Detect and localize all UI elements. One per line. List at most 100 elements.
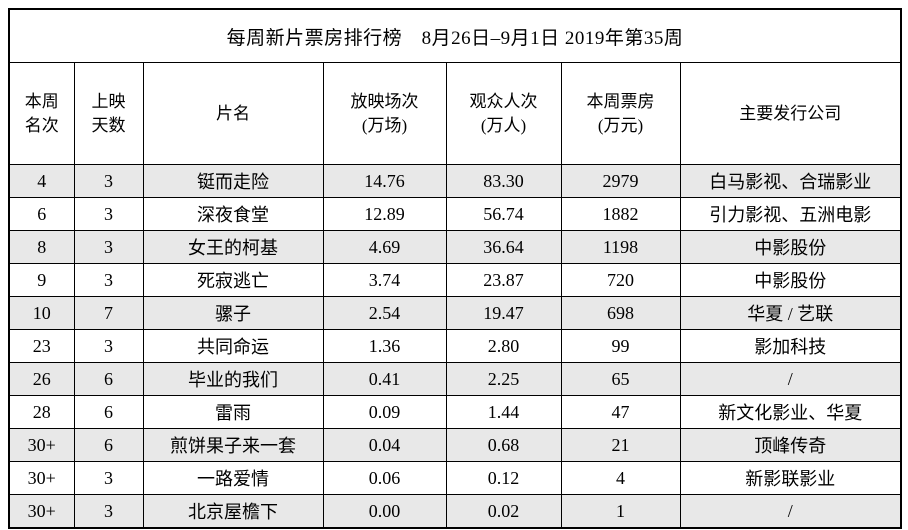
cell-screenings: 0.06	[322, 461, 447, 495]
cell-admissions: 0.02	[445, 494, 562, 529]
cell-rank: 30+	[8, 428, 75, 462]
cell-rank: 10	[8, 296, 75, 330]
cell-film: 一路爱情	[142, 461, 324, 495]
cell-film: 雷雨	[142, 395, 324, 429]
cell-film: 骡子	[142, 296, 324, 330]
header-screenings: 放映场次 (万场)	[322, 62, 447, 165]
cell-screenings: 14.76	[322, 164, 447, 198]
cell-film: 铤而走险	[142, 164, 324, 198]
table-row: 30+ 3 北京屋檐下 0.00 0.02 1 /	[8, 494, 902, 529]
cell-screenings: 2.54	[322, 296, 447, 330]
cell-distributor: 中影股份	[679, 263, 902, 297]
cell-days: 7	[73, 296, 144, 330]
cell-box-office: 21	[560, 428, 681, 462]
cell-film: 死寂逃亡	[142, 263, 324, 297]
cell-distributor: /	[679, 362, 902, 396]
cell-screenings: 3.74	[322, 263, 447, 297]
header-box-office: 本周票房 (万元)	[560, 62, 681, 165]
cell-admissions: 19.47	[445, 296, 562, 330]
table-row: 10 7 骡子 2.54 19.47 698 华夏 / 艺联	[8, 296, 902, 330]
cell-box-office: 99	[560, 329, 681, 363]
cell-admissions: 2.80	[445, 329, 562, 363]
cell-days: 3	[73, 461, 144, 495]
cell-days: 3	[73, 230, 144, 264]
cell-distributor: 引力影视、五洲电影	[679, 197, 902, 231]
cell-distributor: 华夏 / 艺联	[679, 296, 902, 330]
cell-days: 3	[73, 494, 144, 529]
table-row: 30+ 3 一路爱情 0.06 0.12 4 新影联影业	[8, 461, 902, 495]
cell-screenings: 0.04	[322, 428, 447, 462]
cell-distributor: /	[679, 494, 902, 529]
cell-days: 6	[73, 428, 144, 462]
table-title: 每周新片票房排行榜 8月26日–9月1日 2019年第35周	[8, 8, 902, 63]
cell-film: 女王的柯基	[142, 230, 324, 264]
cell-distributor: 新文化影业、华夏	[679, 395, 902, 429]
cell-days: 3	[73, 263, 144, 297]
cell-box-office: 65	[560, 362, 681, 396]
cell-distributor: 新影联影业	[679, 461, 902, 495]
cell-box-office: 47	[560, 395, 681, 429]
table-row: 23 3 共同命运 1.36 2.80 99 影加科技	[8, 329, 902, 363]
cell-admissions: 0.12	[445, 461, 562, 495]
header-film: 片名	[142, 62, 324, 165]
cell-days: 3	[73, 329, 144, 363]
cell-box-office: 720	[560, 263, 681, 297]
cell-distributor: 影加科技	[679, 329, 902, 363]
table-row: 30+ 6 煎饼果子来一套 0.04 0.68 21 顶峰传奇	[8, 428, 902, 462]
cell-screenings: 4.69	[322, 230, 447, 264]
cell-rank: 8	[8, 230, 75, 264]
table-row: 6 3 深夜食堂 12.89 56.74 1882 引力影视、五洲电影	[8, 197, 902, 231]
cell-days: 6	[73, 362, 144, 396]
header-days: 上映 天数	[73, 62, 144, 165]
cell-admissions: 1.44	[445, 395, 562, 429]
cell-admissions: 56.74	[445, 197, 562, 231]
table-row: 9 3 死寂逃亡 3.74 23.87 720 中影股份	[8, 263, 902, 297]
header-admissions: 观众人次 (万人)	[445, 62, 562, 165]
header-rank: 本周 名次	[8, 62, 75, 165]
cell-film: 深夜食堂	[142, 197, 324, 231]
cell-rank: 6	[8, 197, 75, 231]
header-row: 本周 名次 上映 天数 片名 放映场次 (万场) 观众人次 (万人) 本周票房 (万元) 主要发行公司	[8, 62, 902, 165]
cell-admissions: 36.64	[445, 230, 562, 264]
header-distributor: 主要发行公司	[679, 62, 902, 165]
cell-film: 北京屋檐下	[142, 494, 324, 529]
weekly-box-office-report: 每周新片票房排行榜 8月26日–9月1日 2019年第35周 本周 名次 上映 天数片…	[8, 8, 903, 529]
cell-admissions: 0.68	[445, 428, 562, 462]
cell-rank: 26	[8, 362, 75, 396]
cell-rank: 9	[8, 263, 75, 297]
cell-days: 3	[73, 197, 144, 231]
box-office-table: 每周新片票房排行榜 8月26日–9月1日 2019年第35周 本周 名次 上映 天数片…	[8, 8, 903, 529]
cell-screenings: 0.41	[322, 362, 447, 396]
cell-screenings: 12.89	[322, 197, 447, 231]
cell-days: 3	[73, 164, 144, 198]
cell-film: 煎饼果子来一套	[142, 428, 324, 462]
cell-distributor: 白马影视、合瑞影业	[679, 164, 902, 198]
table-row: 28 6 雷雨 0.09 1.44 47 新文化影业、华夏	[8, 395, 902, 429]
cell-rank: 23	[8, 329, 75, 363]
cell-film: 共同命运	[142, 329, 324, 363]
cell-rank: 30+	[8, 461, 75, 495]
cell-admissions: 83.30	[445, 164, 562, 198]
cell-film: 毕业的我们	[142, 362, 324, 396]
cell-days: 6	[73, 395, 144, 429]
cell-box-office: 698	[560, 296, 681, 330]
cell-box-office: 1	[560, 494, 681, 529]
cell-screenings: 0.09	[322, 395, 447, 429]
cell-admissions: 23.87	[445, 263, 562, 297]
title-row: 每周新片票房排行榜 8月26日–9月1日 2019年第35周	[8, 8, 902, 63]
table-row: 8 3 女王的柯基 4.69 36.64 1198 中影股份	[8, 230, 902, 264]
cell-rank: 30+	[8, 494, 75, 529]
table-row: 26 6 毕业的我们 0.41 2.25 65 /	[8, 362, 902, 396]
cell-rank: 28	[8, 395, 75, 429]
table-body: 4 3 铤而走险 14.76 83.30 2979 白马影视、合瑞影业 6 3 …	[8, 164, 902, 529]
cell-distributor: 顶峰传奇	[679, 428, 902, 462]
cell-screenings: 1.36	[322, 329, 447, 363]
cell-box-office: 4	[560, 461, 681, 495]
cell-box-office: 2979	[560, 164, 681, 198]
cell-rank: 4	[8, 164, 75, 198]
cell-distributor: 中影股份	[679, 230, 902, 264]
cell-admissions: 2.25	[445, 362, 562, 396]
cell-box-office: 1882	[560, 197, 681, 231]
cell-box-office: 1198	[560, 230, 681, 264]
